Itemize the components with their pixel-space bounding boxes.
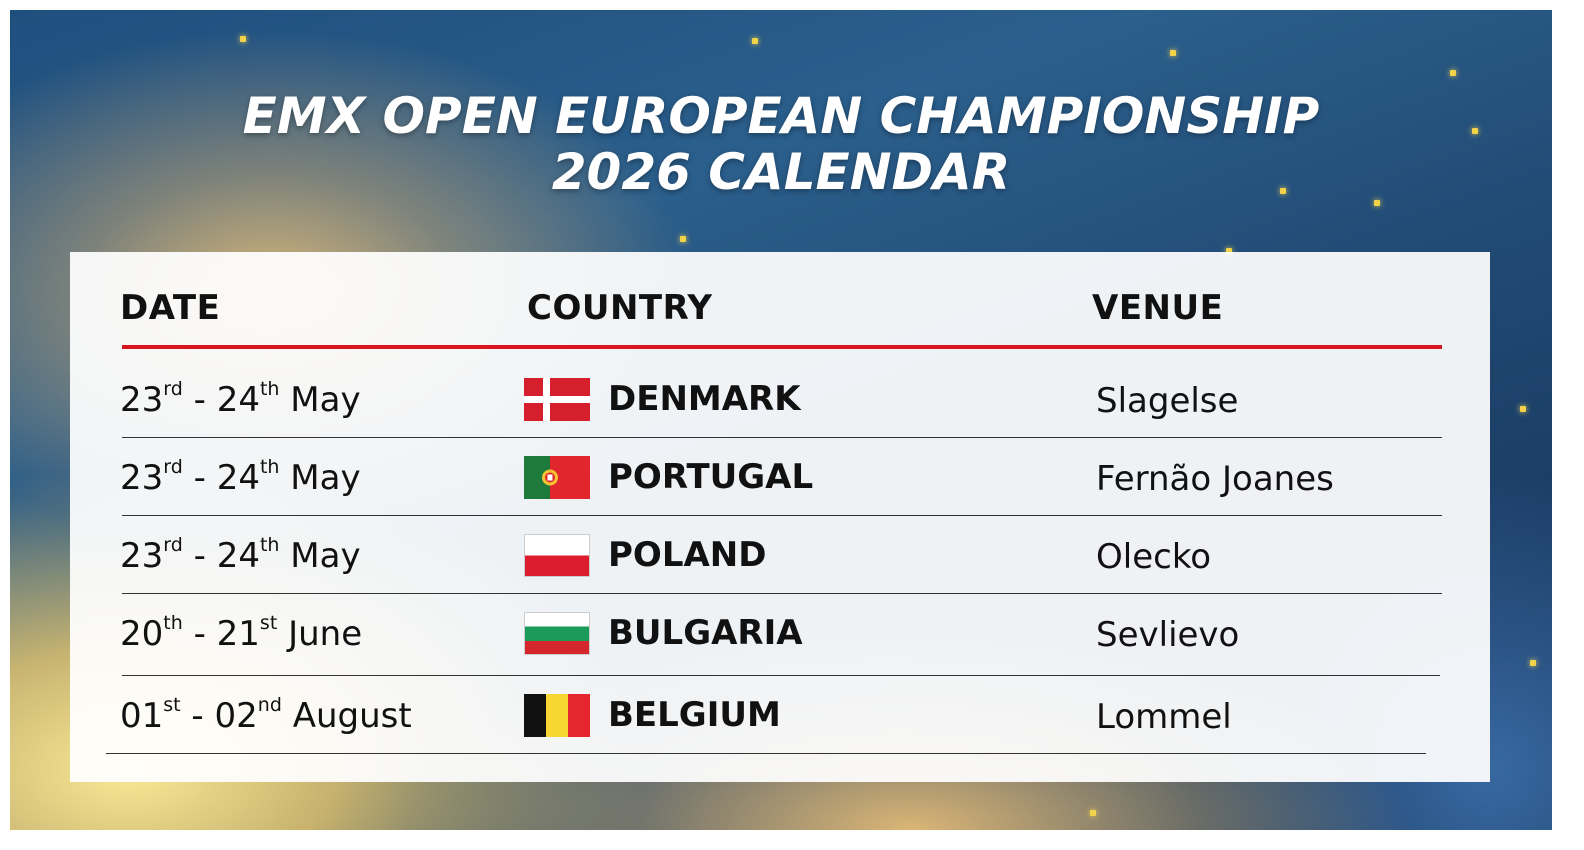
header-divider	[122, 345, 1442, 349]
row-date: 20th - 21st June	[120, 611, 363, 654]
row-country: BULGARIA	[608, 613, 803, 653]
row-country: PORTUGAL	[608, 457, 814, 497]
row-date: 23rd - 24th May	[120, 455, 361, 498]
denmark-flag-icon	[524, 378, 590, 421]
glitter-speck	[1090, 810, 1096, 816]
row-venue: Slagelse	[1096, 381, 1239, 421]
title-line-1: EMX OPEN EUROPEAN CHAMPIONSHIP	[242, 87, 1320, 145]
glitter-speck	[240, 36, 246, 42]
row-venue: Lommel	[1096, 697, 1232, 737]
row-date: 23rd - 24th May	[120, 533, 361, 576]
glitter-speck	[1520, 406, 1526, 412]
page-title: EMX OPEN EUROPEAN CHAMPIONSHIP 2026 CALE…	[10, 88, 1552, 200]
row-divider	[122, 593, 1442, 594]
table-row: 23rd - 24th May PORTUGAL Fernão Joanes	[70, 438, 1490, 516]
calendar-table: DATE COUNTRY VENUE 23rd - 24th May DENMA…	[70, 252, 1490, 782]
header-date: DATE	[120, 288, 221, 328]
row-country: BELGIUM	[608, 695, 781, 735]
row-divider	[122, 437, 1442, 438]
row-venue: Sevlievo	[1096, 615, 1240, 655]
row-venue: Olecko	[1096, 537, 1212, 577]
glitter-speck	[1530, 660, 1536, 666]
header-country: COUNTRY	[527, 288, 713, 328]
belgium-flag-icon	[524, 694, 590, 737]
portugal-flag-icon	[524, 456, 590, 499]
row-country: DENMARK	[608, 379, 801, 419]
table-row: 01st - 02nd August BELGIUM Lommel	[70, 676, 1490, 754]
table-row: 20th - 21st June BULGARIA Sevlievo	[70, 594, 1490, 676]
row-divider	[122, 515, 1442, 516]
poland-flag-icon	[524, 534, 590, 577]
row-country: POLAND	[608, 535, 767, 575]
row-divider	[106, 753, 1426, 754]
glitter-speck	[680, 236, 686, 242]
glitter-speck	[1170, 50, 1176, 56]
glitter-speck	[752, 38, 758, 44]
table-row: 23rd - 24th May DENMARK Slagelse	[70, 360, 1490, 438]
glitter-speck	[1472, 128, 1478, 134]
glitter-speck	[1280, 188, 1286, 194]
glitter-speck	[1374, 200, 1380, 206]
table-row: 23rd - 24th May POLAND Olecko	[70, 516, 1490, 594]
row-date: 23rd - 24th May	[120, 377, 361, 420]
header-venue: VENUE	[1092, 288, 1224, 328]
row-venue: Fernão Joanes	[1096, 459, 1334, 499]
row-date: 01st - 02nd August	[120, 693, 412, 736]
title-line-2: 2026 CALENDAR	[551, 143, 1011, 201]
bulgaria-flag-icon	[524, 612, 590, 655]
calendar-poster: EMX OPEN EUROPEAN CHAMPIONSHIP 2026 CALE…	[10, 10, 1552, 830]
glitter-speck	[1226, 248, 1232, 254]
glitter-speck	[1450, 70, 1456, 76]
row-divider	[122, 675, 1440, 676]
